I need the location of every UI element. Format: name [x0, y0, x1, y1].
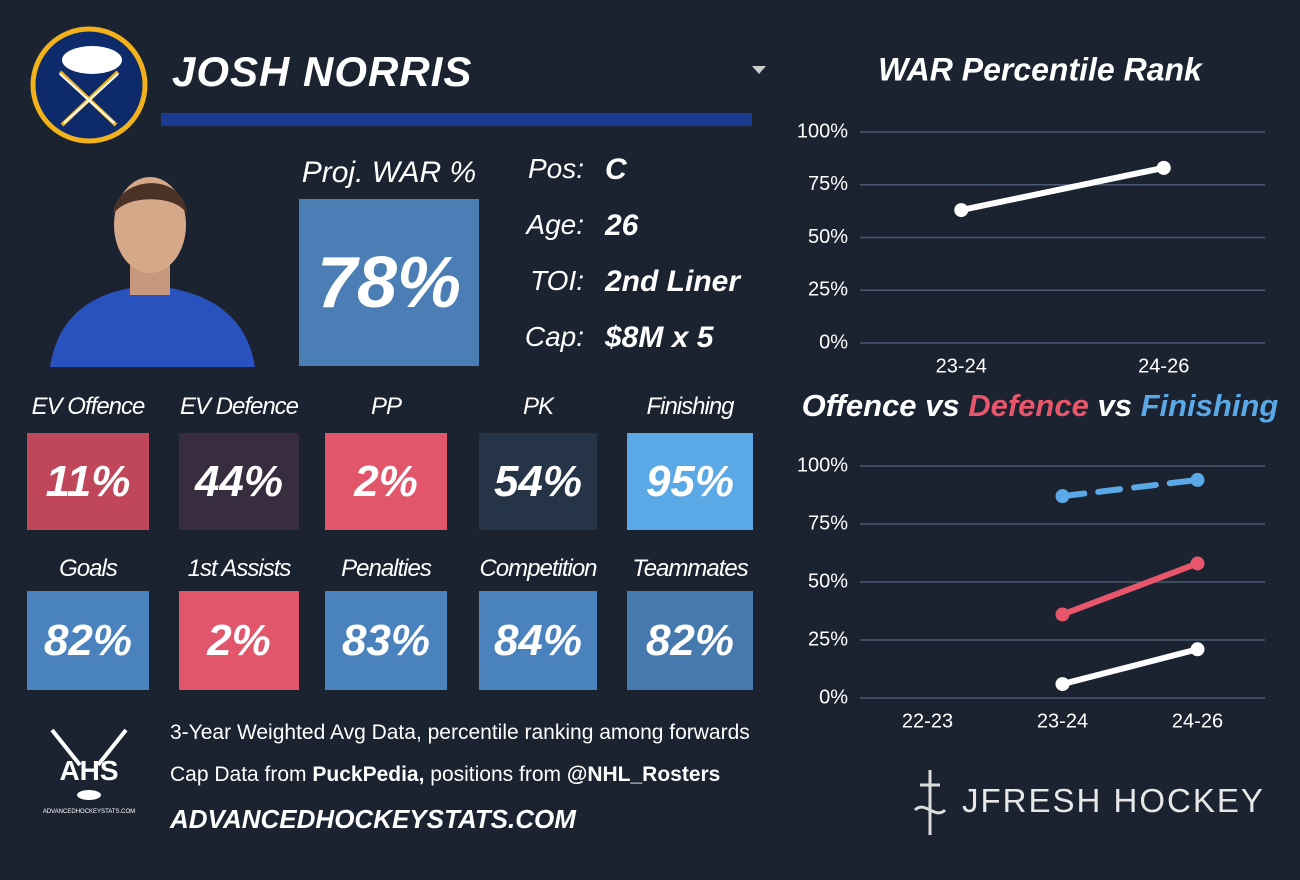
x-tick-label: 23-24: [936, 355, 987, 377]
footer-site: ADVANCEDHOCKEYSTATS.COM: [170, 804, 576, 834]
info-value: 2nd Liner: [605, 265, 741, 298]
y-tick-label: 50%: [808, 570, 848, 592]
ahs-text: AHS: [59, 755, 118, 786]
tile-label: EV Defence: [179, 393, 299, 420]
y-tick-label: 25%: [808, 628, 848, 650]
tile-label: Competition: [479, 555, 597, 582]
title-part: Offence: [802, 388, 917, 423]
y-tick-label: 100%: [797, 454, 848, 476]
title-part: vs: [925, 388, 959, 423]
tile: 82%: [627, 591, 753, 690]
title-part: Finishing: [1141, 388, 1279, 423]
player-photo: [50, 177, 255, 367]
text: positions from: [424, 763, 567, 786]
ahs-logo: AHS ADVANCEDHOCKEYSTATS.COM: [43, 728, 135, 815]
text: Cap Data from: [170, 763, 313, 786]
x-tick-label: 24-26: [1172, 710, 1223, 732]
chart-title: WAR Percentile Rank: [878, 51, 1204, 87]
team-logo: [30, 26, 148, 144]
info-label: Cap:: [524, 321, 584, 352]
footer-line1: 3-Year Weighted Avg Data, percentile ran…: [170, 721, 750, 744]
point: [1055, 489, 1070, 504]
y-tick-label: 0%: [819, 686, 848, 708]
title-part: Defence: [968, 388, 1089, 423]
info-value: 26: [605, 209, 639, 242]
footer-line2: Cap Data from PuckPedia, positions from …: [170, 763, 720, 787]
point: [1190, 472, 1205, 487]
info-value: C: [605, 153, 627, 186]
tile: 54%: [479, 433, 597, 530]
title-part: vs: [1097, 388, 1131, 423]
y-tick-label: 25%: [808, 279, 848, 301]
tile: 44%: [179, 433, 299, 530]
y-tick-label: 100%: [797, 120, 848, 142]
tile: 82%: [27, 591, 149, 690]
tile-label: PK: [522, 393, 554, 420]
projection-label: Proj. WAR %: [301, 156, 477, 189]
y-tick-label: 75%: [808, 512, 848, 534]
y-tick-label: 0%: [819, 331, 848, 353]
point: [1055, 607, 1070, 622]
tile: 11%: [27, 433, 149, 530]
y-tick-label: 50%: [808, 226, 848, 248]
x-tick-label: 22-23: [902, 710, 953, 732]
point: [954, 203, 969, 218]
point: [1190, 556, 1205, 571]
series-line: [958, 164, 1167, 214]
point: [1156, 160, 1171, 175]
player-name: JOSH NORRIS: [172, 48, 473, 95]
brand-logo: [913, 770, 947, 835]
series-line: [1059, 646, 1201, 688]
x-tick-label: 23-24: [1037, 710, 1088, 732]
tile: 2%: [325, 433, 447, 530]
tile: 95%: [627, 433, 753, 530]
info-label: TOI:: [530, 265, 584, 296]
info-label: Age:: [526, 209, 584, 240]
text: PuckPedia,: [312, 763, 425, 786]
tile-label: EV Offence: [31, 393, 146, 420]
point: [1190, 642, 1205, 657]
ahs-caption: ADVANCEDHOCKEYSTATS.COM: [43, 809, 135, 815]
tile-label: Goals: [59, 555, 118, 582]
info-value: $8M x 5: [605, 321, 714, 354]
x-tick-label: 24-26: [1138, 355, 1189, 377]
brand-name: JFRESH HOCKEY: [962, 782, 1265, 819]
point: [1055, 677, 1070, 692]
tile-label: Penalties: [341, 555, 432, 582]
projection-value: 78%: [299, 199, 479, 366]
tile-label: PP: [370, 393, 402, 420]
tile-label: Teammates: [632, 555, 749, 582]
series-line: [1059, 476, 1201, 500]
tile: 2%: [179, 591, 299, 690]
tile-label: 1st Assists: [187, 555, 292, 582]
y-tick-label: 75%: [808, 173, 848, 195]
series-line: [1059, 560, 1201, 618]
tile-label: Finishing: [646, 393, 734, 420]
dropdown-arrow[interactable]: [750, 64, 768, 76]
info-label: Pos:: [527, 153, 584, 184]
tile: 83%: [325, 591, 447, 690]
chart-title: Offence vs Defence vs Finishing: [802, 388, 1279, 423]
text: @NHL_Rosters: [566, 763, 721, 786]
tile: 84%: [479, 591, 597, 690]
name-bar: [161, 113, 752, 126]
